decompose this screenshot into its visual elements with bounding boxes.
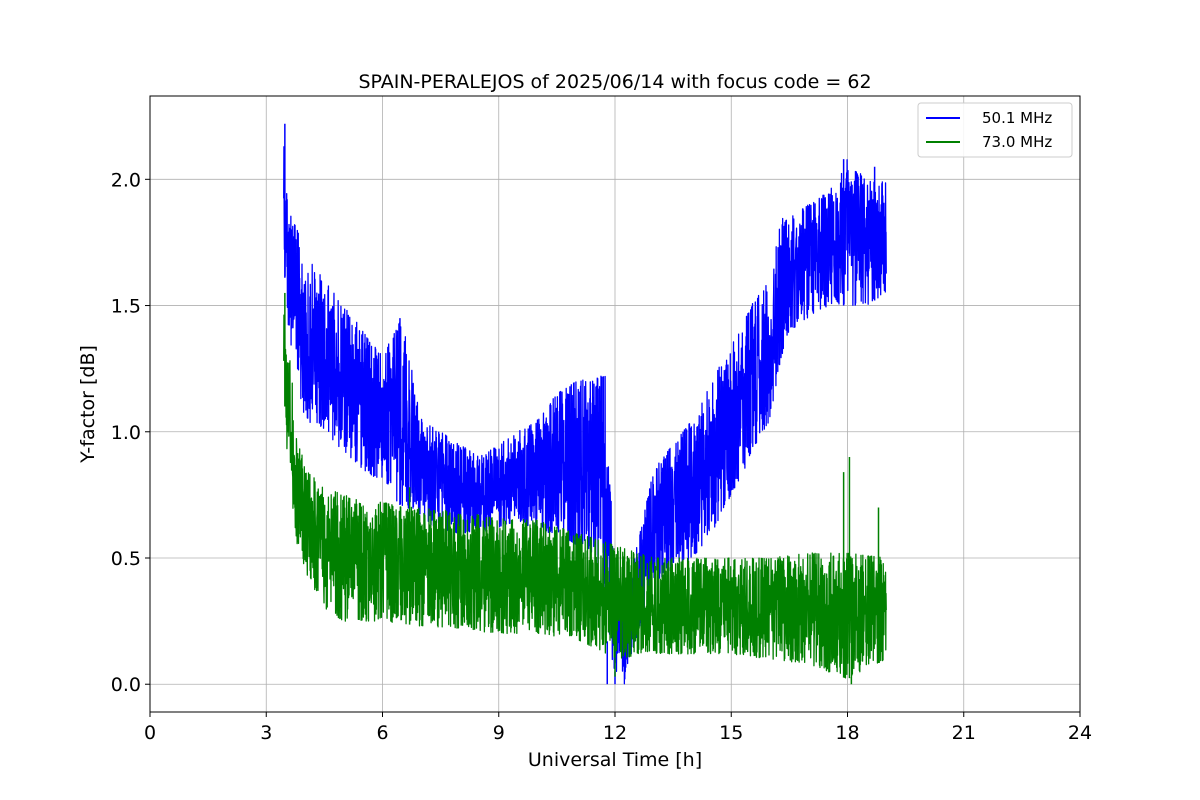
ticks: 0 3 6 9 12 15 18 21 24 0.0 0.5 1.0 1.5 2.0 <box>111 169 1092 744</box>
series-0 <box>283 123 887 685</box>
y-tick-label: 1.5 <box>111 296 141 318</box>
x-axis-label: Universal Time [h] <box>528 749 702 771</box>
y-tick-label: 0.0 <box>111 674 141 696</box>
series-1 <box>283 292 887 685</box>
x-tick-label: 18 <box>835 722 859 744</box>
x-tick-label: 12 <box>603 722 627 744</box>
x-tick-label: 9 <box>493 722 505 744</box>
y-tick-label: 0.5 <box>111 548 141 570</box>
y-tick-label: 1.0 <box>111 422 141 444</box>
legend: 50.1 MHz 73.0 MHz <box>917 102 1073 158</box>
y-tick-label: 2.0 <box>111 169 141 191</box>
x-tick-label: 15 <box>719 722 743 744</box>
x-tick-label: 0 <box>144 722 156 744</box>
legend-label: 73.0 MHz <box>982 133 1052 151</box>
chart-title: SPAIN-PERALEJOS of 2025/06/14 with focus… <box>358 71 871 93</box>
series-layer <box>283 123 887 685</box>
series-line <box>283 146 887 685</box>
legend-box <box>917 102 1073 158</box>
legend-label: 50.1 MHz <box>982 109 1052 127</box>
x-tick-label: 6 <box>376 722 388 744</box>
series-line <box>283 314 887 679</box>
x-tick-label: 24 <box>1068 722 1092 744</box>
x-tick-label: 21 <box>952 722 976 744</box>
y-axis-label: Y-factor [dB] <box>77 345 99 464</box>
x-tick-label: 3 <box>260 722 272 744</box>
